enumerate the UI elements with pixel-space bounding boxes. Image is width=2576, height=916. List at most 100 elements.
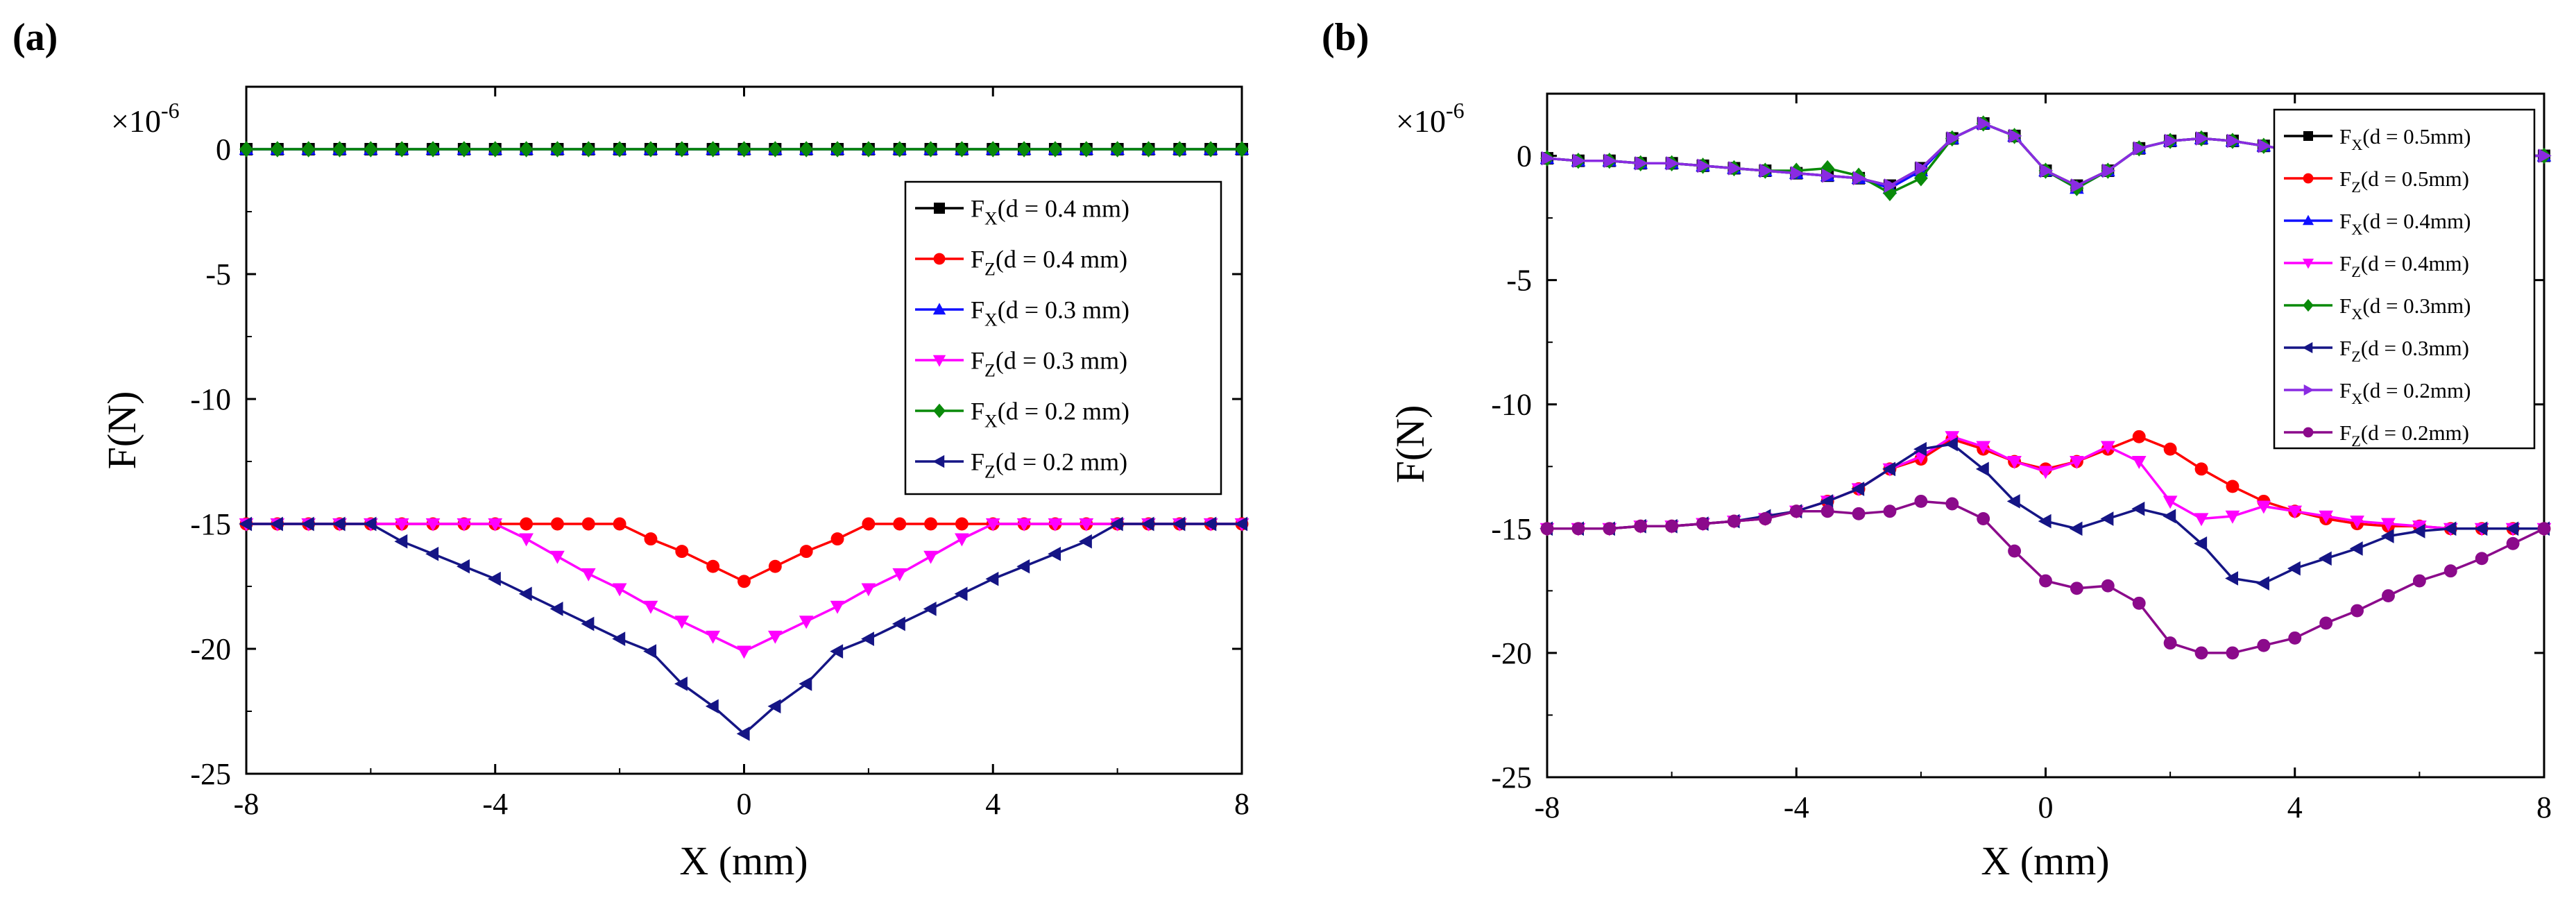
data-point (1789, 504, 1803, 518)
x-tick-label: 0 (2038, 790, 2054, 824)
data-point (2165, 133, 2178, 149)
data-point (425, 518, 441, 532)
data-point (2474, 521, 2488, 536)
data-point (1540, 522, 1554, 536)
legend-label-subscript: X (984, 411, 998, 431)
legend-label-subscript: Z (984, 461, 996, 482)
legend-label-symbol: F (971, 347, 984, 375)
data-point (519, 141, 534, 158)
legend-label: FZ(d = 0.2mm) (2339, 421, 2469, 450)
data-point (1078, 534, 1092, 549)
series-line (246, 523, 1242, 583)
data-point (1603, 522, 1617, 536)
panel-a-legend: FX(d = 0.4 mm)FZ(d = 0.4 mm)FX(d = 0.3 m… (904, 180, 1222, 495)
data-point (2382, 589, 2395, 602)
data-point (2443, 521, 2457, 536)
data-point (2163, 495, 2178, 509)
data-point (705, 699, 719, 714)
data-point (1109, 516, 1123, 532)
legend-label-rest: (d = 0.3 mm) (996, 347, 1127, 375)
legend-marker (2302, 341, 2313, 354)
data-point (985, 571, 999, 586)
data-point (1914, 494, 1928, 508)
data-point (830, 644, 844, 659)
data-point (955, 533, 969, 547)
data-point (2131, 501, 2145, 516)
data-point (301, 141, 316, 158)
data-point (1697, 158, 1711, 173)
data-point (799, 545, 813, 559)
data-point (1172, 141, 1187, 158)
data-point (1203, 516, 1217, 532)
legend-label-symbol: F (971, 246, 984, 273)
data-point (2195, 131, 2209, 146)
data-point (1571, 522, 1585, 536)
data-point (768, 141, 783, 158)
data-point (985, 518, 1000, 532)
legend-label: FX(d = 0.2mm) (2339, 378, 2471, 407)
data-point (2070, 582, 2083, 595)
data-point (581, 517, 595, 531)
y-tick-label: -20 (1491, 636, 1532, 670)
series-z-5 (1539, 436, 2550, 591)
data-point (2163, 636, 2177, 650)
panel-a-multiplier: ×10-6 (111, 98, 180, 139)
data-point (1944, 436, 1958, 452)
data-point (1852, 171, 1866, 186)
data-point (1016, 559, 1030, 574)
data-point (1634, 519, 1648, 533)
legend-label: FX(d = 0.3 mm) (971, 296, 1129, 330)
legend-label: FX(d = 0.5mm) (2339, 124, 2471, 153)
legend-label-rest: (d = 0.2 mm) (998, 398, 1129, 425)
data-point (2069, 521, 2083, 536)
legend-label: FZ(d = 0.3mm) (2339, 336, 2469, 365)
legend-item: FZ(d = 0.3mm) (2284, 336, 2469, 365)
legend-label-subscript: X (2351, 305, 2362, 323)
data-point (1235, 141, 1249, 158)
panel-b-multiplier-base: ×10 (1396, 103, 1446, 139)
legend-label-symbol: F (971, 398, 984, 425)
legend-label-subscript: Z (2351, 263, 2361, 280)
legend-item: FZ(d = 0.2 mm) (915, 448, 1127, 482)
data-point (2349, 541, 2363, 556)
data-point (550, 550, 565, 564)
data-point (1603, 153, 1617, 169)
data-point (2475, 552, 2489, 566)
data-point (1172, 516, 1186, 532)
data-point (1048, 141, 1062, 158)
y-tick-label: -5 (1506, 264, 1532, 298)
data-point (2038, 466, 2053, 480)
data-point (955, 141, 969, 158)
legend-item: FZ(d = 0.5mm) (2284, 167, 2469, 196)
legend-label-symbol: F (2339, 167, 2351, 191)
data-point (519, 533, 534, 547)
panel-b-multiplier: ×10-6 (1396, 98, 1465, 139)
data-point (955, 517, 969, 531)
data-point (1883, 504, 1897, 518)
legend-marker (934, 203, 945, 214)
x-tick-label: 8 (1234, 787, 1249, 821)
data-point (892, 141, 907, 158)
data-point (830, 141, 844, 158)
legend-label-subscript: X (2351, 136, 2362, 153)
y-tick-label: -25 (1491, 761, 1532, 795)
data-point (2351, 604, 2364, 618)
data-point (1079, 141, 1093, 158)
data-point (799, 616, 814, 629)
data-point (1977, 116, 1991, 131)
data-point (2132, 430, 2146, 443)
legend-marker (933, 403, 946, 418)
data-point (644, 141, 658, 158)
data-point (1665, 519, 1679, 533)
legend-label-rest: (d = 0.3mm) (2361, 336, 2469, 360)
data-point (2412, 574, 2426, 588)
data-point (1541, 151, 1555, 166)
legend-item: FZ(d = 0.4 mm) (915, 246, 1127, 279)
panel-a-letter: (a) (12, 16, 58, 59)
data-point (2256, 576, 2269, 591)
data-point (2131, 456, 2147, 469)
series-line (1547, 435, 2544, 530)
data-point (2350, 515, 2364, 529)
legend-item: FZ(d = 0.2mm) (2284, 421, 2469, 450)
data-point (799, 141, 814, 158)
